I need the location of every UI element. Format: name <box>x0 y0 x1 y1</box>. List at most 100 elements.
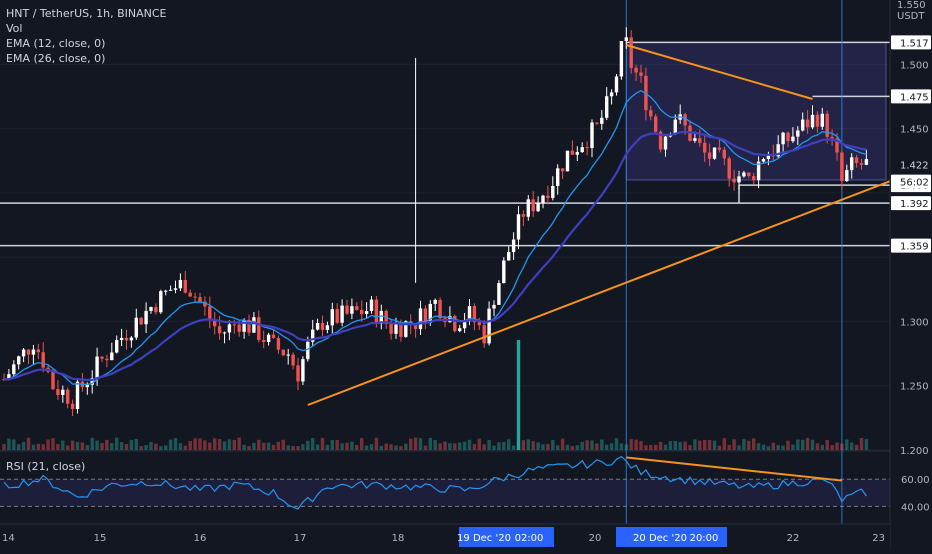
volume-bar <box>649 444 653 450</box>
candle-body <box>634 67 638 73</box>
candle-body <box>639 72 643 76</box>
time-tick-label: 20 Dec '20 <box>633 533 687 544</box>
volume-bar <box>389 444 393 450</box>
volume-bar <box>105 439 109 450</box>
level-price-tag <box>891 196 931 211</box>
volume-bar <box>605 444 609 450</box>
volume-bar <box>237 437 241 450</box>
candle-body <box>453 315 457 332</box>
candle-body <box>345 305 349 314</box>
volume-bar <box>66 445 70 450</box>
time-tick-label: 23 <box>872 533 885 544</box>
volume-bar <box>575 445 579 450</box>
price-tick-label: 1.450 <box>900 125 929 136</box>
volume-bar <box>727 445 731 450</box>
time-highlight-tag <box>459 527 554 547</box>
volume-bar <box>639 441 643 450</box>
vol-indicator-label[interactable]: Vol <box>6 22 23 35</box>
symbol-title[interactable]: HNT / TetherUS, 1h, BINANCE <box>6 7 167 20</box>
volume-bar <box>409 438 413 450</box>
candle-body <box>227 324 232 333</box>
candle-body <box>511 239 516 253</box>
candle-body <box>629 37 633 68</box>
candle-body <box>565 150 570 172</box>
volume-bar <box>374 437 379 450</box>
level-price-tag <box>891 35 931 50</box>
ema12-indicator-label[interactable]: EMA (12, close, 0) <box>6 37 106 50</box>
candle-body <box>242 319 246 332</box>
price-tick-label: 1.250 <box>900 382 929 393</box>
volume-bar <box>286 445 290 450</box>
volume-bar <box>164 445 168 450</box>
volume-bar <box>590 440 594 450</box>
candle-body <box>311 329 315 342</box>
candle-body <box>217 326 222 334</box>
volume-bar <box>629 439 633 450</box>
volume-bar <box>173 438 178 450</box>
candle-body <box>75 381 80 410</box>
rsi-line <box>3 455 867 510</box>
volume-bar <box>90 437 94 450</box>
volume-bar <box>717 445 722 450</box>
candle-body <box>173 288 178 290</box>
time-tick-label: 02:00 <box>515 533 544 544</box>
candle-body <box>85 384 89 388</box>
candle-body <box>95 356 99 379</box>
volume-bar <box>320 437 325 450</box>
countdown-label: 56:02 <box>900 178 929 189</box>
candle-body <box>580 147 584 153</box>
candle-body <box>404 321 408 337</box>
candle-body <box>791 136 795 142</box>
candle-body <box>541 195 545 203</box>
volume-bar <box>502 441 506 450</box>
candle-body <box>551 186 555 198</box>
rsi-indicator-label[interactable]: RSI (21, close) <box>6 460 86 473</box>
candle-body <box>389 323 393 334</box>
volume-bar <box>556 445 560 450</box>
rsi-pane <box>0 455 890 510</box>
volume-bar <box>149 441 153 450</box>
volume-bar <box>531 441 535 450</box>
volume-bar <box>703 439 707 450</box>
candle-body <box>796 130 800 137</box>
candle-body <box>786 132 790 142</box>
volume-bar <box>404 443 408 450</box>
candle-body <box>590 122 594 149</box>
volume-bar <box>56 444 60 450</box>
candle-body <box>600 117 604 124</box>
candle-body <box>521 214 526 217</box>
candle-body <box>21 349 26 357</box>
ema26-indicator-label[interactable]: EMA (26, close, 0) <box>6 52 106 65</box>
volume-bar <box>41 444 45 450</box>
level-price-tag <box>891 89 931 104</box>
candle-body <box>2 379 6 381</box>
volume-bar <box>100 443 104 450</box>
volume-bar <box>737 445 741 450</box>
volume-bar <box>634 439 638 450</box>
level-price-tag <box>891 238 931 253</box>
ema-lines <box>3 89 867 385</box>
volume-bar <box>154 443 158 450</box>
rsi-trend-line <box>626 456 843 482</box>
candle-body <box>458 328 462 332</box>
candle-body <box>810 114 815 128</box>
candle-body <box>487 308 491 344</box>
candle-body <box>423 308 428 323</box>
candle-body <box>428 303 432 323</box>
candle-body <box>864 159 869 165</box>
volume-bar <box>217 438 222 450</box>
candle-body <box>139 317 143 325</box>
time-tick-label: 20:00 <box>690 533 719 544</box>
candle-body <box>693 138 697 141</box>
candle-body <box>17 356 21 365</box>
candle-body <box>36 349 40 353</box>
candle-body <box>306 341 310 360</box>
volume-bar <box>688 445 692 450</box>
volume-bar <box>364 445 369 450</box>
volume-bar <box>693 439 697 450</box>
volume-bar <box>845 439 849 450</box>
candle-body <box>237 324 241 332</box>
volume-bar <box>712 440 717 450</box>
volume-bar <box>859 437 864 450</box>
